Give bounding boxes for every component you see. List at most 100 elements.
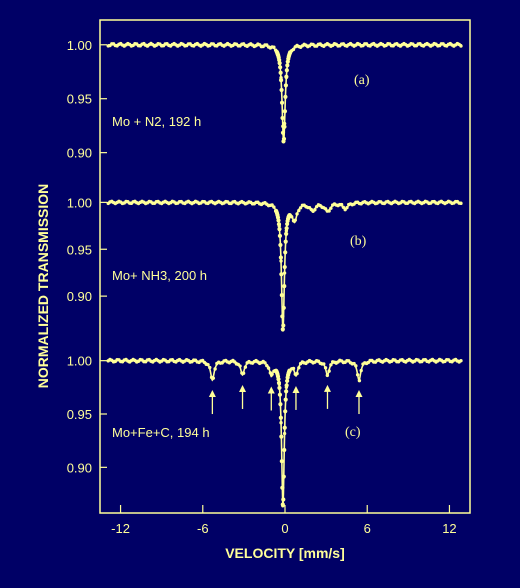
data-point bbox=[297, 366, 301, 370]
data-point bbox=[287, 368, 292, 373]
data-point bbox=[459, 359, 463, 363]
data-point bbox=[285, 378, 290, 384]
data-point bbox=[280, 314, 285, 319]
data-point bbox=[278, 78, 284, 83]
data-point bbox=[279, 272, 284, 277]
y-axis-title: NORMALIZED TRANSMISSION bbox=[35, 184, 51, 389]
data-point bbox=[284, 74, 289, 79]
marker-arrow-head bbox=[239, 384, 247, 392]
data-point bbox=[278, 65, 283, 70]
data-point bbox=[277, 392, 283, 397]
data-point bbox=[282, 264, 287, 270]
data-point bbox=[278, 70, 283, 75]
y-tick-label: 0.90 bbox=[67, 289, 92, 304]
data-point bbox=[322, 362, 326, 366]
marker-arrow-head bbox=[208, 390, 216, 398]
data-point bbox=[206, 362, 210, 367]
y-tick-label: 0.95 bbox=[67, 92, 92, 107]
data-point bbox=[281, 323, 286, 328]
data-point bbox=[327, 209, 331, 213]
panel-label: Mo+Fe+C, 194 h bbox=[112, 425, 210, 440]
data-point bbox=[241, 371, 246, 375]
data-point bbox=[283, 94, 288, 100]
x-tick-label: -6 bbox=[197, 521, 209, 536]
data-point bbox=[323, 366, 328, 370]
data-point bbox=[283, 397, 288, 402]
data-point bbox=[279, 459, 284, 464]
data-point bbox=[278, 255, 283, 260]
data-point bbox=[282, 124, 287, 129]
data-point bbox=[213, 367, 217, 371]
data-point bbox=[277, 61, 282, 66]
x-tick-label: 0 bbox=[281, 521, 288, 536]
panel-tag: (b) bbox=[350, 234, 367, 249]
data-point bbox=[459, 44, 463, 48]
data-point bbox=[282, 431, 287, 436]
data-point bbox=[295, 371, 299, 376]
data-point bbox=[354, 364, 358, 368]
data-point bbox=[280, 327, 285, 332]
x-axis-title: VELOCITY [mm/s] bbox=[225, 545, 345, 561]
data-point bbox=[359, 368, 363, 373]
data-point bbox=[284, 383, 289, 388]
data-point bbox=[282, 271, 287, 275]
data-point bbox=[277, 233, 283, 238]
data-point bbox=[284, 226, 289, 231]
data-point bbox=[281, 497, 286, 502]
marker-arrow-head bbox=[355, 390, 363, 398]
data-point bbox=[459, 201, 463, 206]
data-point bbox=[278, 402, 283, 407]
data-point bbox=[279, 292, 284, 298]
y-tick-label: 1.00 bbox=[67, 38, 92, 53]
data-point bbox=[295, 212, 299, 216]
data-point bbox=[211, 376, 216, 380]
data-point bbox=[327, 369, 331, 373]
data-point bbox=[283, 409, 288, 414]
y-tick-label: 0.95 bbox=[67, 242, 92, 257]
data-point bbox=[278, 415, 283, 420]
data-point bbox=[277, 57, 282, 63]
data-point bbox=[279, 259, 283, 263]
marker-arrow-head bbox=[292, 385, 300, 393]
x-tick-label: 12 bbox=[442, 521, 456, 536]
data-point bbox=[280, 115, 285, 121]
data-point bbox=[279, 87, 284, 93]
data-point bbox=[280, 502, 285, 507]
data-point bbox=[341, 205, 346, 209]
panel-label: Mo + N2, 192 h bbox=[112, 114, 201, 129]
data-point bbox=[208, 365, 212, 370]
data-point bbox=[270, 372, 274, 376]
data-point bbox=[282, 109, 288, 114]
y-tick-label: 0.90 bbox=[67, 146, 92, 161]
y-tick-label: 1.00 bbox=[67, 195, 92, 210]
data-point bbox=[276, 218, 281, 223]
data-point bbox=[281, 474, 286, 479]
marker-arrow-head bbox=[323, 384, 331, 392]
data-point bbox=[283, 83, 288, 88]
ticks: -12 -6 0 6 12 1.00 0.95 0.90 1.00 0.95 0.90 1.00 0.9… bbox=[67, 38, 457, 536]
data-point bbox=[293, 218, 297, 222]
data-point bbox=[284, 68, 289, 73]
panel-label: Mo+ NH3, 200 h bbox=[112, 268, 207, 283]
data-point bbox=[288, 50, 293, 55]
data-point bbox=[284, 389, 289, 394]
data-point bbox=[279, 100, 285, 105]
data-point bbox=[325, 373, 330, 378]
data-point bbox=[329, 206, 333, 210]
data-point bbox=[280, 130, 286, 135]
data-point bbox=[297, 208, 301, 213]
x-tick-label: 6 bbox=[364, 521, 371, 536]
data-point bbox=[276, 222, 282, 227]
data-point bbox=[280, 485, 285, 490]
data-point bbox=[266, 366, 271, 370]
data-point bbox=[283, 250, 288, 255]
data-point bbox=[282, 121, 287, 126]
data-point bbox=[276, 380, 282, 385]
y-tick-label: 1.00 bbox=[67, 354, 92, 369]
data-point bbox=[281, 136, 287, 141]
data-point bbox=[355, 373, 360, 377]
data-point bbox=[298, 206, 303, 210]
data-point bbox=[313, 208, 317, 212]
data-point bbox=[323, 207, 328, 211]
